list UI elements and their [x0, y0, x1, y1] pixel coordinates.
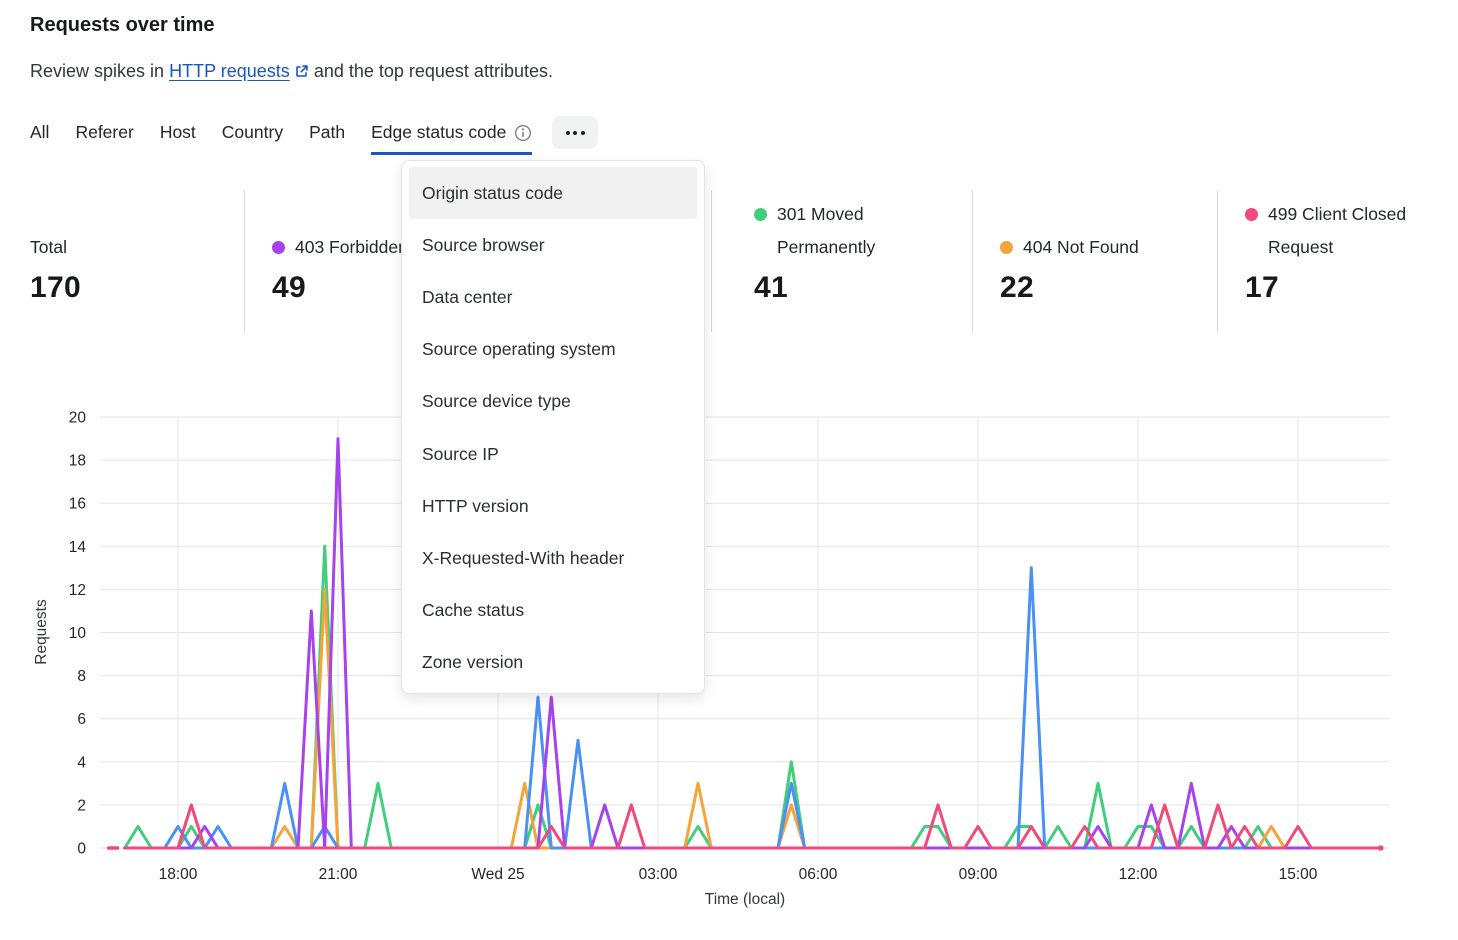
tab-country[interactable]: Country — [222, 118, 283, 155]
stat-label: 301 Moved Permanently — [754, 198, 926, 264]
tab-path[interactable]: Path — [309, 118, 345, 155]
stats-divider — [244, 190, 245, 332]
ellipsis-icon — [580, 130, 585, 135]
x-axis-title: Time (local) — [705, 891, 785, 908]
stat-label: 499 Client Closed Request — [1245, 198, 1430, 264]
tab-all[interactable]: All — [30, 118, 49, 155]
y-tick-label: 6 — [77, 711, 86, 728]
stat-403-forbidden: 403 Forbidden 49 — [272, 198, 472, 305]
tab-label: Country — [221, 122, 284, 142]
stat-value: 17 — [1245, 271, 1279, 304]
external-link-icon — [294, 63, 309, 84]
y-tick-label: 2 — [77, 797, 86, 814]
legend-dot-301-moved-permanently — [754, 208, 767, 221]
tab-referer[interactable]: Referer — [75, 118, 133, 155]
tab-label: All — [30, 122, 50, 142]
stat-label: 404 Not Found — [1000, 231, 1139, 264]
y-tick-label: 20 — [69, 410, 87, 427]
stat-label: Total — [30, 231, 67, 264]
menu-item-x-requested-with-header[interactable]: X-Requested-With header — [422, 547, 625, 568]
stat-label-text: 404 Not Found — [1023, 237, 1139, 257]
y-tick-label: 14 — [69, 539, 87, 556]
tab-host[interactable]: Host — [160, 118, 196, 155]
tab-label: Referer — [75, 122, 134, 142]
y-tick-label: 18 — [69, 453, 86, 470]
attribute-dropdown-menu: Origin status code Source browser Data cen… — [401, 160, 705, 694]
attribute-tabs: All Referer Host Country Path Edge status cod… — [30, 116, 599, 155]
series-line-499-client-closed-request — [123, 803, 1380, 850]
y-tick-label: 8 — [77, 668, 86, 685]
tab-label: Host — [159, 122, 196, 142]
y-tick-label: 0 — [77, 841, 86, 858]
tab-label: Edge status code — [371, 122, 507, 142]
menu-item-cache-status[interactable]: Cache status — [422, 600, 525, 621]
subtitle-text-suffix: and the top request attributes. — [313, 61, 553, 81]
stat-label-text: 301 Moved Permanently — [777, 204, 876, 257]
stat-label-text: 499 Client Closed Request — [1268, 204, 1407, 257]
legend-dot-404-not-found — [1000, 241, 1013, 254]
http-requests-link[interactable]: HTTP requests — [169, 61, 309, 81]
stat-value: 22 — [1000, 271, 1034, 304]
menu-item-source-browser[interactable]: Source browser — [422, 234, 545, 255]
subtitle: Review spikes in HTTP requests and the t… — [30, 61, 553, 84]
y-tick-label: 16 — [69, 496, 86, 513]
tab-label: Path — [309, 122, 346, 142]
x-tick-label: 15:00 — [1279, 866, 1318, 883]
page-title: Requests over time — [30, 14, 215, 36]
legend-dot-499-client-closed-request — [1245, 208, 1258, 221]
x-tick-label: 12:00 — [1119, 866, 1158, 883]
stat-value: 49 — [272, 271, 306, 304]
y-axis-title: Requests — [33, 599, 50, 665]
stat-value: 170 — [30, 271, 81, 304]
menu-item-zone-version[interactable]: Zone version — [422, 652, 524, 673]
subtitle-text-prefix: Review spikes in — [30, 61, 165, 81]
y-tick-label: 12 — [69, 582, 86, 599]
x-tick-label: Wed 25 — [471, 866, 524, 883]
y-tick-label: 4 — [77, 754, 86, 771]
menu-item-data-center[interactable]: Data center — [422, 286, 513, 307]
menu-item-source-ip[interactable]: Source IP — [422, 443, 499, 464]
legend-dot-403-forbidden — [272, 241, 285, 254]
stat-label-text: 403 Forbidden — [295, 237, 408, 257]
stat-label: 403 Forbidden — [272, 231, 408, 264]
menu-item-origin-status-code[interactable]: Origin status code — [409, 167, 697, 220]
stats-divider — [972, 190, 973, 332]
stat-value: 41 — [754, 271, 788, 304]
stats-divider — [711, 190, 712, 332]
info-icon[interactable] — [514, 124, 532, 142]
stat-404-not-found: 404 Not Found 22 — [1000, 198, 1190, 305]
y-tick-label: 10 — [69, 625, 87, 642]
menu-item-source-operating-system[interactable]: Source operating system — [422, 339, 616, 360]
tab-edge-status-code[interactable]: Edge status code — [371, 118, 533, 155]
stat-total: Total 170 — [30, 198, 230, 305]
series-end-dot — [1377, 845, 1384, 851]
more-attributes-button[interactable] — [552, 116, 599, 149]
x-tick-label: 09:00 — [959, 866, 998, 883]
stat-499-client-closed-request: 499 Client Closed Request 17 — [1245, 198, 1430, 305]
menu-item-source-device-type[interactable]: Source device type — [422, 391, 571, 412]
x-tick-label: 06:00 — [799, 866, 838, 883]
x-tick-label: 03:00 — [639, 866, 678, 883]
stat-label-text: Total — [30, 237, 67, 257]
stats-divider — [1217, 190, 1218, 332]
menu-item-http-version[interactable]: HTTP version — [422, 495, 529, 516]
ellipsis-icon — [565, 130, 570, 135]
x-tick-label: 21:00 — [319, 866, 358, 883]
ellipsis-icon — [573, 130, 578, 135]
stat-301-moved-permanently: 301 Moved Permanently 41 — [754, 198, 926, 305]
x-tick-label: 18:00 — [159, 866, 198, 883]
